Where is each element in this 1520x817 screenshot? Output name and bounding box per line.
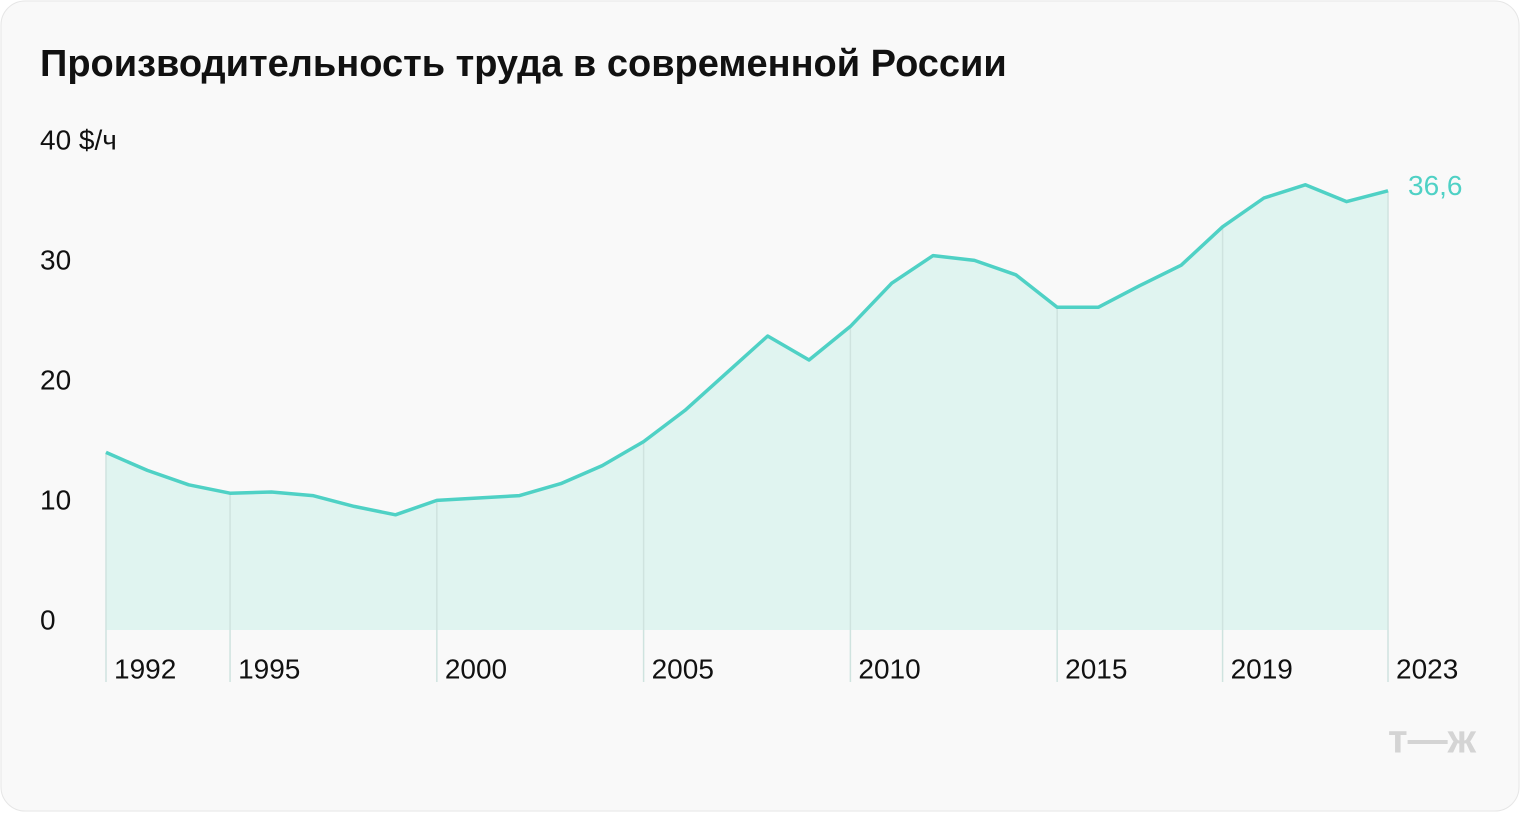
x-tick-label: 1992 xyxy=(114,653,176,684)
x-tick-label: 2000 xyxy=(445,653,507,684)
line xyxy=(105,183,1389,517)
x-tick-label: 2019 xyxy=(1231,653,1293,684)
area xyxy=(106,184,1388,631)
y-tick-label: 30 xyxy=(40,244,71,275)
y-tick-label: 40 $/ч xyxy=(40,124,117,155)
y-tick-label: 10 xyxy=(40,484,71,515)
x-tick-label: 2015 xyxy=(1065,653,1127,684)
x-tick-label: 1995 xyxy=(238,653,300,684)
x-tick-label: 2005 xyxy=(652,653,714,684)
chart-title: Производительность труда в современной Р… xyxy=(40,43,1007,85)
y-tick-label: 20 xyxy=(40,364,71,395)
x-tick-label: 2023 xyxy=(1396,653,1458,684)
value-label: 36,6 xyxy=(1408,170,1463,201)
x-tick-label: 2010 xyxy=(858,653,920,684)
y-tick-label: 0 xyxy=(40,604,56,635)
logo: т—ж xyxy=(1388,718,1477,762)
